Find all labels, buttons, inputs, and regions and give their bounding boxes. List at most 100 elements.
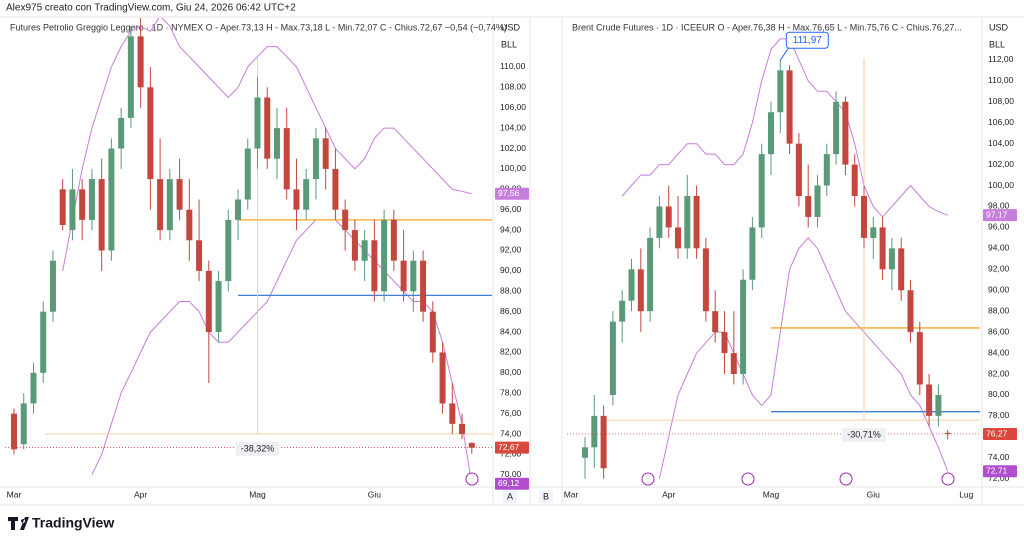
unit: BLL xyxy=(989,39,1005,49)
measure-box xyxy=(842,428,886,443)
event-icon[interactable] xyxy=(465,472,479,486)
candle-body xyxy=(786,70,793,144)
y-tick-label: 110,00 xyxy=(500,61,526,71)
candle-body xyxy=(833,101,840,155)
candle-body xyxy=(69,189,76,231)
event-icon[interactable] xyxy=(941,472,955,486)
candle-body xyxy=(702,248,709,312)
x-tick-label: Apr xyxy=(662,489,675,499)
y-tick-label: 84,00 xyxy=(500,326,522,336)
band-line xyxy=(91,219,473,484)
axis-button-label[interactable]: A xyxy=(507,491,513,501)
annotation-pointer xyxy=(779,47,789,61)
y-tick-label: 76,00 xyxy=(500,408,522,418)
y-tick-label: 108,00 xyxy=(988,96,1014,106)
candle-body xyxy=(322,138,329,169)
candle-body xyxy=(740,279,747,375)
candle-body xyxy=(371,240,378,292)
y-tick-label: 98,00 xyxy=(988,201,1010,211)
candle-body xyxy=(656,206,663,238)
candle-body xyxy=(628,269,635,301)
candle-body xyxy=(108,148,115,251)
candle-body xyxy=(935,394,942,416)
y-tick-label: 110,00 xyxy=(988,75,1014,85)
candle-body xyxy=(254,97,261,149)
candle-body xyxy=(468,442,475,448)
candle-body xyxy=(381,219,388,292)
candle-body xyxy=(898,248,905,291)
y-tick-label: 72,00 xyxy=(988,473,1010,483)
y-tick-label: 100,00 xyxy=(500,163,526,173)
candle-body xyxy=(721,332,728,354)
candle-body xyxy=(264,97,271,159)
candle-body xyxy=(768,112,774,155)
candle-body xyxy=(712,311,719,333)
axis-button[interactable] xyxy=(503,490,517,503)
y-tick-label: 70,00 xyxy=(500,469,522,479)
candle-body xyxy=(400,260,407,292)
candle-body xyxy=(225,219,232,282)
candle-body xyxy=(410,260,417,292)
y-tick-label: 86,00 xyxy=(500,306,522,316)
chart-header: Futures Petrolio Greggio Leggero · 1D · … xyxy=(10,22,507,32)
y-tick-label: 104,00 xyxy=(988,138,1014,148)
candle-body xyxy=(127,36,134,118)
candle-body xyxy=(665,206,672,228)
x-tick-label: Mar xyxy=(564,489,579,499)
candle-body xyxy=(332,168,339,210)
candle-body xyxy=(730,353,737,375)
candle-body xyxy=(342,209,349,231)
measure-label: -30,71% xyxy=(847,429,881,439)
candle-body xyxy=(312,138,319,180)
plot-area xyxy=(5,18,492,484)
y-tick-label: 92,00 xyxy=(500,245,522,255)
y-tick-label: 82,00 xyxy=(988,368,1010,378)
axis-button-label[interactable]: B xyxy=(543,491,549,501)
candle-body xyxy=(591,415,598,448)
author-line: Alex975 creato con TradingView.com, Giu … xyxy=(6,3,296,14)
y-tick-label: 88,00 xyxy=(988,305,1010,315)
x-tick-label: Mar xyxy=(7,489,22,499)
candle-body xyxy=(157,179,164,231)
y-tick-label: 106,00 xyxy=(988,117,1014,127)
y-tick-label: 84,00 xyxy=(988,347,1010,357)
candle-body xyxy=(439,352,446,404)
annotation-box xyxy=(785,31,829,49)
candle-body xyxy=(795,143,802,197)
candle-body xyxy=(879,227,886,270)
x-tick-label: Mag xyxy=(763,489,780,499)
price-tag-label: 72,67 xyxy=(498,442,520,452)
axis-button[interactable] xyxy=(539,490,553,503)
y-tick-label: 80,00 xyxy=(988,389,1010,399)
measure-box xyxy=(235,442,280,457)
y-tick-label: 74,00 xyxy=(988,452,1010,462)
price-tag xyxy=(983,209,1017,222)
candle-body xyxy=(944,432,951,435)
chart-header: Brent Crude Futures · 1D · ICEEUR O - Ap… xyxy=(572,22,962,32)
event-icon[interactable] xyxy=(641,472,655,486)
price-tag xyxy=(983,465,1017,478)
y-tick-label: 100,00 xyxy=(988,180,1014,190)
candle-body xyxy=(429,311,436,353)
event-icon[interactable] xyxy=(741,472,755,486)
event-icon[interactable] xyxy=(839,472,853,486)
candle-body xyxy=(235,199,242,220)
candle-body xyxy=(147,87,154,180)
y-tick-label: 112,00 xyxy=(988,54,1014,64)
candle-body xyxy=(805,196,812,217)
price-tag xyxy=(495,441,529,454)
candle-body xyxy=(851,164,858,197)
candle-body xyxy=(11,413,17,450)
candle-body xyxy=(814,185,821,217)
y-tick-label: 86,00 xyxy=(988,326,1010,336)
y-tick-label: 102,00 xyxy=(988,159,1014,169)
measure-label: -38,32% xyxy=(241,443,275,453)
y-tick-label: 78,00 xyxy=(500,387,522,397)
price-tag-label: 69,12 xyxy=(498,478,520,488)
candle-body xyxy=(293,189,300,210)
candle-body xyxy=(40,311,47,373)
candle-body xyxy=(215,281,222,333)
candle-body xyxy=(777,70,784,113)
candle-body xyxy=(907,290,914,333)
